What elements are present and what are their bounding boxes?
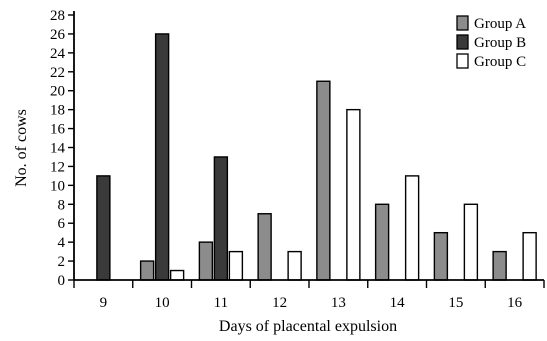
bar-group-b-9 xyxy=(96,175,111,281)
x-tick-label: 12 xyxy=(272,295,287,311)
bar-group-c-11 xyxy=(228,250,244,281)
y-axis-title: No. of cows xyxy=(13,109,30,187)
bar-group-c-14 xyxy=(404,175,420,281)
bar-group-a-15 xyxy=(433,231,449,281)
legend-label: Group C xyxy=(474,54,526,70)
legend-label: Group B xyxy=(474,35,526,51)
bar-group-a-12 xyxy=(257,213,272,281)
bar-group-a-11 xyxy=(198,241,214,281)
y-tick-label: 18 xyxy=(50,103,65,119)
bar-group-c-13 xyxy=(346,108,361,281)
y-tick-label: 26 xyxy=(50,27,66,43)
legend-swatch xyxy=(456,34,469,50)
bar-group-c-10 xyxy=(169,269,185,281)
legend-swatch xyxy=(456,53,469,69)
y-tick-label: 0 xyxy=(58,273,66,289)
y-tick-label: 16 xyxy=(50,122,66,138)
y-tick-label: 6 xyxy=(58,216,66,232)
legend: Group A Group B Group C xyxy=(456,15,526,70)
y-tick-label: 20 xyxy=(50,84,65,100)
bar-group-b-11 xyxy=(213,156,229,281)
legend-label: Group A xyxy=(474,16,526,32)
y-tick-label: 4 xyxy=(58,235,66,251)
x-tick-label: 14 xyxy=(390,295,406,311)
x-tick-label: 10 xyxy=(155,295,170,311)
x-axis-title: Days of placental expulsion xyxy=(219,318,397,335)
bar-group-c-15 xyxy=(463,203,479,281)
x-axis-ticks: 9 10 11 12 13 14 15 16 xyxy=(73,280,545,311)
x-tick-label: 13 xyxy=(331,295,346,311)
bar-group-a-16 xyxy=(492,250,507,281)
bar-group-b-10 xyxy=(154,33,170,281)
y-tick-label: 22 xyxy=(50,65,65,81)
y-tick-label: 28 xyxy=(50,8,65,24)
bars-layer xyxy=(96,33,537,281)
y-tick-label: 24 xyxy=(50,46,66,62)
bar-group-a-10 xyxy=(139,260,155,281)
y-tick-label: 12 xyxy=(50,159,65,175)
y-tick-label: 2 xyxy=(58,254,66,270)
x-tick-label: 15 xyxy=(448,295,463,311)
x-tick-label: 9 xyxy=(100,295,108,311)
legend-swatch xyxy=(456,15,469,31)
x-tick-label: 16 xyxy=(507,295,523,311)
y-tick-label: 8 xyxy=(58,197,66,213)
bar-group-c-16 xyxy=(522,231,537,281)
bar-group-a-14 xyxy=(374,203,390,281)
y-tick-label: 14 xyxy=(50,141,66,157)
bar-group-a-13 xyxy=(316,80,331,281)
bar-group-c-12 xyxy=(287,250,302,281)
x-tick-label: 11 xyxy=(214,295,228,311)
y-tick-label: 10 xyxy=(50,178,65,194)
